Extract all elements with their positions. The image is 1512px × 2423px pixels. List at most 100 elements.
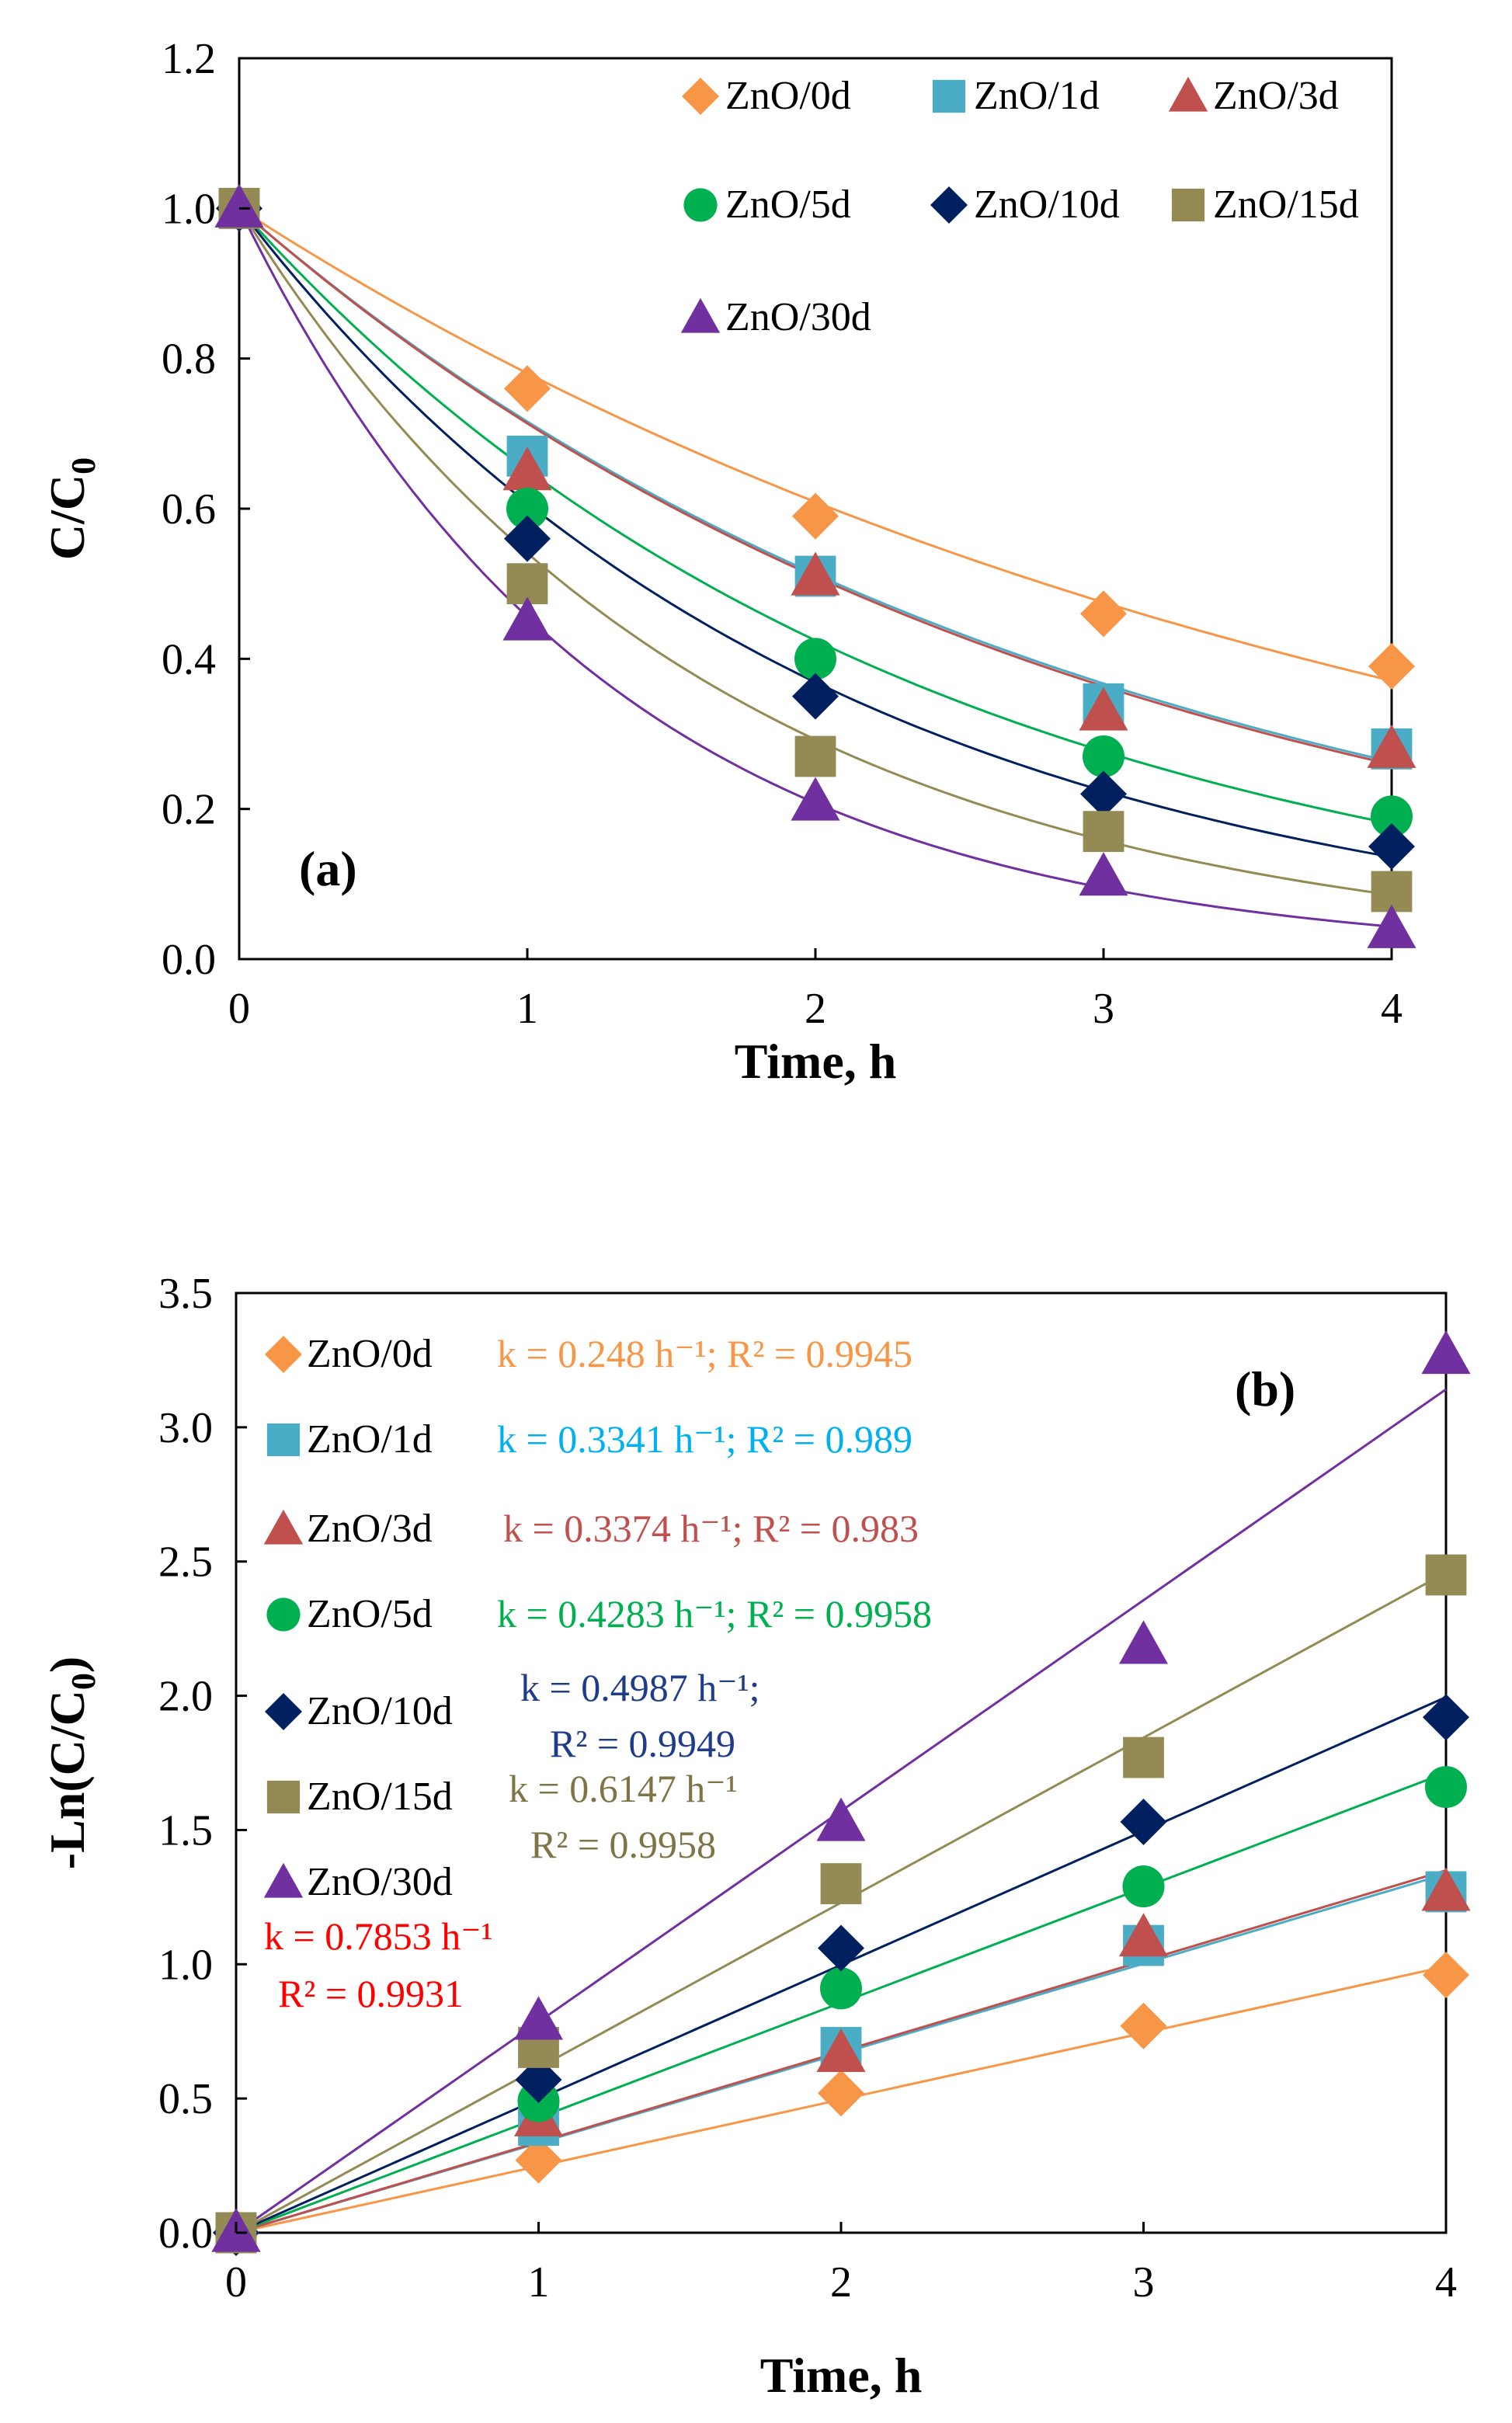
rate-equation-label: k = 0.6147 h⁻¹	[509, 1767, 738, 1810]
data-point	[818, 1924, 864, 1972]
data-point	[820, 1967, 862, 2010]
data-point	[792, 492, 839, 540]
legend-label: ZnO/5d	[725, 183, 851, 227]
x-tick-label: 2	[805, 985, 826, 1033]
data-point	[1421, 1330, 1471, 1375]
legend-label: ZnO/0d	[307, 1332, 433, 1376]
x-tick-label: 0	[225, 2258, 247, 2307]
data-point	[1119, 1913, 1168, 1957]
data-point	[514, 1996, 563, 2040]
legend-label: ZnO/1d	[974, 74, 1100, 118]
data-point	[504, 515, 551, 562]
y-tick-label: 0.4	[162, 635, 216, 683]
x-tick-label: 2	[830, 2258, 852, 2307]
data-point	[794, 638, 836, 680]
x-tick-label: 0	[228, 985, 250, 1033]
legend-marker	[265, 1693, 302, 1730]
x-axis-ticks-a: 0 1 2 3 4	[228, 948, 1403, 1033]
data-point	[504, 365, 551, 412]
legend-marker	[265, 1336, 302, 1373]
legend-marker	[266, 1423, 301, 1457]
data-point	[1423, 1952, 1469, 1999]
x-tick-label: 1	[528, 2258, 550, 2307]
data-point	[506, 488, 548, 530]
data-point	[1367, 904, 1416, 948]
y-tick-label: 1.5	[158, 1806, 213, 1855]
rate-equation-label: R² = 0.9958	[530, 1823, 716, 1866]
rate-equation-label: k = 0.3374 h⁻¹; R² = 0.983	[503, 1507, 919, 1550]
data-point	[1083, 811, 1124, 853]
y-tick-label: 3.0	[158, 1404, 213, 1452]
legend-label: ZnO/1d	[307, 1417, 433, 1462]
legend-marker	[1171, 188, 1205, 222]
x-tick-label: 1	[516, 985, 538, 1033]
rate-equation-label: R² = 0.9931	[278, 1972, 464, 2015]
legend-label: ZnO/10d	[974, 183, 1120, 227]
y-tick-label: 0.8	[162, 335, 216, 384]
x-tick-label: 4	[1381, 985, 1403, 1033]
data-point	[515, 2056, 562, 2103]
y-axis-title-b-end: )	[40, 1656, 95, 1673]
y-tick-label: 0.5	[158, 2075, 213, 2123]
data-point	[1425, 1766, 1467, 1809]
y-tick-label: 0.0	[158, 2209, 213, 2258]
y-axis-title-b-sub: 0	[64, 1673, 103, 1690]
legend-label: ZnO/3d	[1213, 74, 1339, 118]
x-axis-ticks-b: 0 1 2 3 4	[225, 2222, 1457, 2307]
data-markers-b	[211, 1330, 1471, 2256]
rate-equation-label: k = 0.3341 h⁻¹; R² = 0.989	[497, 1417, 912, 1461]
data-point	[816, 2028, 866, 2072]
y-tick-label: 0.0	[162, 936, 216, 984]
data-point	[1120, 2002, 1167, 2049]
data-point	[794, 735, 836, 777]
rate-equation-label: R² = 0.9949	[550, 1722, 735, 1765]
data-point	[502, 596, 552, 641]
data-point	[1368, 643, 1415, 690]
panel-label-b: (b)	[1235, 1361, 1295, 1417]
data-point	[792, 673, 839, 720]
legend-marker	[932, 79, 966, 113]
rate-equation-label: k = 0.4987 h⁻¹;	[520, 1666, 759, 1709]
data-point	[1080, 590, 1127, 638]
legend-label: ZnO/3d	[307, 1507, 433, 1551]
legend-marker	[930, 186, 968, 224]
data-point	[1083, 735, 1124, 777]
data-point	[515, 2136, 562, 2184]
y-tick-label: 1.0	[158, 1941, 213, 1989]
y-axis-ticks-a: 0.0 0.2 0.4 0.6 0.8 1.0 1.2	[162, 35, 250, 984]
legend-marker	[680, 297, 721, 333]
x-tick-label: 4	[1435, 2258, 1457, 2307]
data-point	[1123, 1736, 1164, 1778]
data-point	[791, 777, 840, 821]
y-axis-title-a-main: C/C	[40, 475, 95, 560]
legend-marker	[263, 1862, 304, 1898]
legend-marker	[266, 1597, 301, 1632]
y-axis-title-a: C/C0	[40, 457, 103, 560]
data-point	[1421, 1867, 1471, 1911]
data-point	[1367, 724, 1416, 768]
panel-label-a: (a)	[299, 841, 357, 896]
y-tick-label: 2.5	[158, 1538, 213, 1587]
legend-label: ZnO/30d	[725, 295, 871, 339]
y-axis-title-a-sub: 0	[64, 457, 103, 475]
legend-label: ZnO/10d	[307, 1689, 453, 1733]
y-tick-label: 0.2	[162, 786, 216, 834]
x-axis-title-b: Time, h	[760, 2348, 923, 2403]
y-axis-ticks-b: 0.0 0.5 1.0 1.5 2.0 2.5 3.0 3.5	[158, 1270, 247, 2258]
legend-b: ZnO/0d k = 0.248 h⁻¹; R² = 0.9945 ZnO/1d k …	[263, 1332, 932, 2015]
data-point	[1425, 1554, 1467, 1596]
x-tick-label: 3	[1093, 985, 1114, 1033]
chart-panel-b: 0 1 2 3 4 0.0 0.5 1.0 1.5 2.0 2.5 3.0 3.5 Time, h -…	[40, 1270, 1471, 2403]
data-point	[1079, 852, 1128, 896]
legend-label: ZnO/5d	[307, 1592, 433, 1636]
data-point	[818, 2070, 864, 2117]
data-point	[214, 183, 264, 228]
data-point	[1119, 1620, 1168, 1664]
data-point	[1423, 1694, 1469, 1741]
y-tick-label: 0.6	[162, 485, 216, 534]
data-point	[1080, 770, 1127, 818]
rate-equation-label: k = 0.248 h⁻¹; R² = 0.9945	[497, 1332, 912, 1375]
legend-a: ZnO/0d ZnO/1d ZnO/3d ZnO/5d ZnO/10d ZnO/15d Zn…	[680, 74, 1359, 339]
data-point	[1371, 795, 1413, 838]
